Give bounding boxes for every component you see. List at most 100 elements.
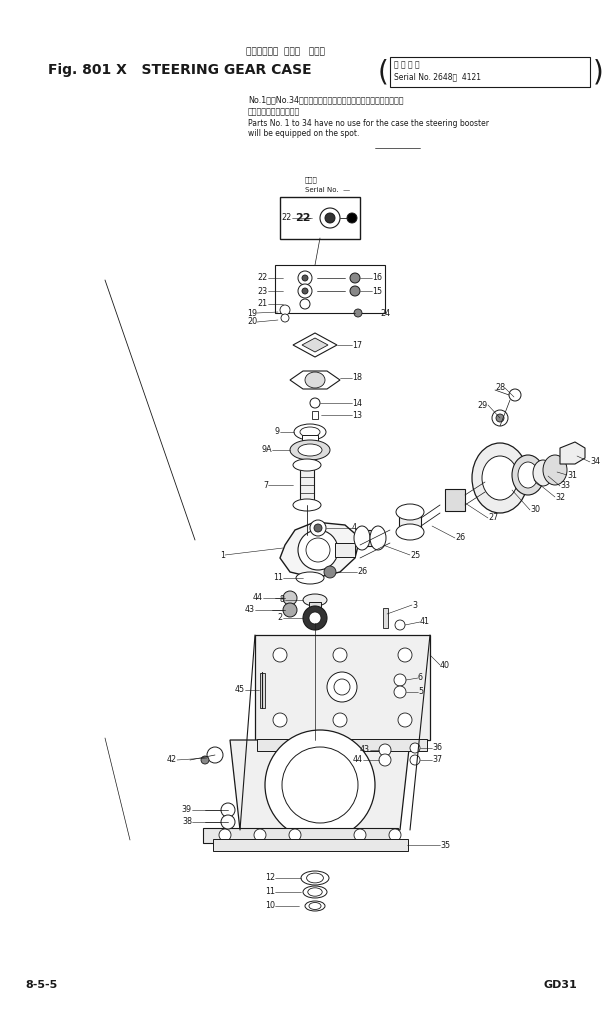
Text: 40: 40 [440,660,450,670]
Text: 22: 22 [295,213,311,223]
Text: 12: 12 [265,874,275,883]
Circle shape [219,829,231,841]
Circle shape [333,648,347,662]
Text: 16: 16 [372,273,382,282]
FancyBboxPatch shape [213,839,408,851]
FancyBboxPatch shape [399,508,421,536]
Text: ステアリング  ギヤー   ケース: ステアリング ギヤー ケース [246,48,324,57]
Circle shape [395,620,405,630]
Circle shape [327,672,357,702]
FancyBboxPatch shape [382,608,388,628]
Text: 35: 35 [440,840,450,849]
Circle shape [302,288,308,294]
FancyBboxPatch shape [257,739,427,751]
Circle shape [221,803,235,817]
Text: する場合には不要です。: する場合には不要です。 [248,108,300,117]
Text: 28: 28 [495,383,505,392]
Text: Serial No. 2648～  4121: Serial No. 2648～ 4121 [394,72,481,81]
Text: 5: 5 [418,688,423,697]
Text: 8: 8 [280,595,285,605]
Circle shape [298,271,312,285]
Polygon shape [293,333,337,357]
Circle shape [265,731,375,840]
Circle shape [496,414,504,422]
Ellipse shape [301,871,329,885]
Text: 33: 33 [560,482,570,491]
FancyBboxPatch shape [312,411,318,419]
Ellipse shape [296,572,324,584]
FancyBboxPatch shape [445,489,465,511]
Ellipse shape [298,444,322,456]
Text: 41: 41 [420,618,430,627]
Text: 適 用 号 機: 適 用 号 機 [394,61,420,69]
Circle shape [280,305,290,315]
Text: 9: 9 [275,428,280,437]
Circle shape [310,398,320,408]
Circle shape [207,747,223,763]
Text: 27: 27 [488,513,498,522]
Circle shape [398,648,412,662]
Polygon shape [302,338,328,352]
Circle shape [379,754,391,766]
Text: 17: 17 [352,340,362,350]
Text: 43: 43 [360,746,370,755]
Text: 13: 13 [352,410,362,420]
Text: 30: 30 [530,506,540,514]
Text: 42: 42 [167,756,177,764]
Text: 44: 44 [253,593,263,602]
Ellipse shape [293,459,321,471]
Text: 4: 4 [352,523,357,532]
Circle shape [320,208,340,228]
FancyBboxPatch shape [390,57,590,87]
Ellipse shape [303,594,327,606]
Text: 11: 11 [265,888,275,896]
Ellipse shape [303,886,327,898]
FancyBboxPatch shape [259,673,264,707]
Text: Serial No.  —: Serial No. — [305,187,350,193]
FancyBboxPatch shape [309,602,321,608]
Ellipse shape [370,526,386,550]
Text: Parts No. 1 to 34 have no use for the case the steering booster: Parts No. 1 to 34 have no use for the ca… [248,119,489,127]
Text: 7: 7 [263,481,268,490]
Ellipse shape [543,455,567,485]
Text: Fig. 801 X   STEERING GEAR CASE: Fig. 801 X STEERING GEAR CASE [48,63,312,77]
Circle shape [354,829,366,841]
FancyBboxPatch shape [275,265,385,313]
FancyBboxPatch shape [335,543,355,557]
Circle shape [389,829,401,841]
Text: ): ) [592,58,602,86]
Ellipse shape [308,888,322,896]
Text: GD31: GD31 [543,980,577,990]
Circle shape [302,275,308,281]
Circle shape [354,309,362,317]
Text: 18: 18 [352,374,362,382]
Text: 26: 26 [357,568,367,576]
Text: 20: 20 [247,317,257,326]
Circle shape [283,591,297,605]
FancyBboxPatch shape [202,827,397,842]
Circle shape [333,713,347,727]
Ellipse shape [512,455,544,495]
Polygon shape [280,522,360,578]
Circle shape [281,314,289,322]
Text: 36: 36 [432,744,442,753]
Text: 8-5-5: 8-5-5 [25,980,57,990]
Text: 22: 22 [282,213,292,223]
Text: 45: 45 [235,686,245,695]
Ellipse shape [354,526,370,550]
Circle shape [394,686,406,698]
Text: No.1からNo.34までの部品は現地でステアリングブースタを装備: No.1からNo.34までの部品は現地でステアリングブースタを装備 [248,96,403,105]
FancyBboxPatch shape [255,635,430,740]
Text: 44: 44 [353,756,363,764]
Circle shape [273,713,287,727]
Ellipse shape [518,462,538,488]
Circle shape [283,604,297,617]
Circle shape [492,410,508,426]
Circle shape [314,524,322,532]
Ellipse shape [306,873,323,883]
Text: 1: 1 [220,551,225,560]
Circle shape [410,755,420,765]
Text: 適用機: 適用機 [305,177,318,183]
Circle shape [379,744,391,756]
Circle shape [303,606,327,630]
